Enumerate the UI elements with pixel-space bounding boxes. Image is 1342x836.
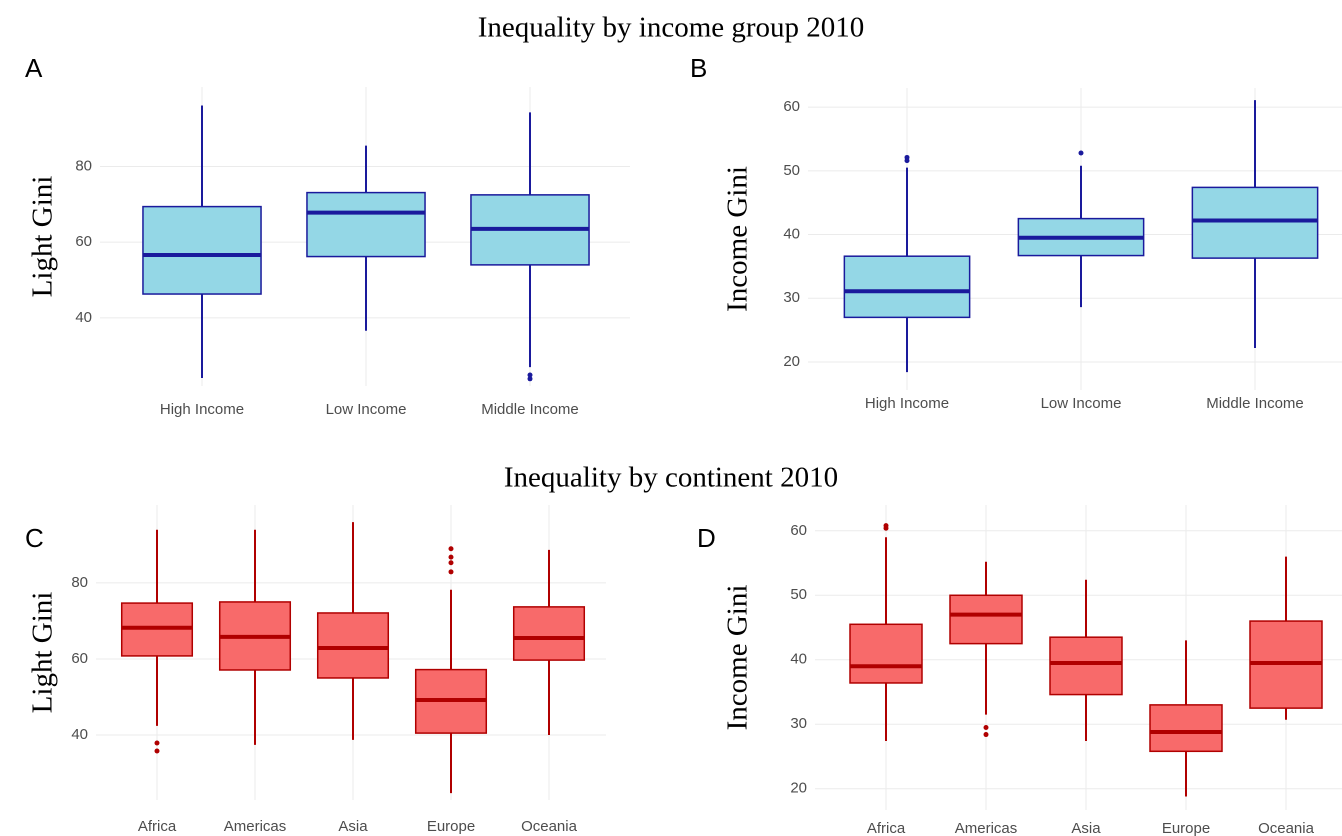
outlier (883, 525, 889, 531)
box (306, 191, 426, 258)
box (843, 255, 971, 319)
y-axis-label: Light Gini (27, 592, 59, 714)
x-tick-label: High Income (865, 395, 949, 412)
box (1149, 704, 1223, 753)
y-tick-label: 40 (75, 309, 92, 326)
x-tick-label: Americas (955, 820, 1018, 836)
y-axis-label: Light Gini (27, 176, 59, 298)
box (949, 594, 1023, 645)
outlier (154, 748, 160, 754)
chart-title: Inequality by income group 2010 (478, 12, 865, 44)
y-tick-label: 40 (790, 651, 807, 668)
y-tick-label: 60 (75, 233, 92, 250)
x-tick-label: Oceania (1258, 820, 1315, 836)
x-tick-label: Asia (338, 818, 368, 835)
outlier (527, 372, 533, 378)
y-tick-label: 30 (790, 715, 807, 732)
x-tick-label: Europe (427, 818, 475, 835)
outlier (448, 554, 454, 560)
y-tick-label: 20 (783, 353, 800, 370)
x-tick-label: Africa (138, 818, 177, 835)
y-tick-label: 60 (783, 98, 800, 115)
outlier (983, 732, 989, 738)
y-tick-label: 50 (783, 162, 800, 179)
box (849, 623, 923, 684)
panel-label: D (697, 523, 716, 553)
y-tick-label: 80 (75, 157, 92, 174)
outlier (904, 158, 910, 164)
x-tick-label: Oceania (521, 818, 578, 835)
x-tick-label: Middle Income (1206, 395, 1304, 412)
y-tick-label: 40 (783, 226, 800, 243)
y-axis-label: Income Gini (722, 585, 754, 731)
y-tick-label: 40 (71, 726, 88, 743)
x-tick-label: Europe (1162, 820, 1210, 836)
outlier (1078, 150, 1084, 156)
box (1191, 186, 1319, 259)
outlier (983, 724, 989, 730)
x-tick-label: High Income (160, 401, 244, 418)
panel-label: C (25, 523, 44, 553)
x-tick-label: Middle Income (481, 401, 579, 418)
outlier (154, 740, 160, 746)
y-tick-label: 50 (790, 586, 807, 603)
x-tick-label: Americas (224, 818, 287, 835)
y-tick-label: 30 (783, 289, 800, 306)
y-axis-label: Income Gini (722, 166, 754, 312)
box (1049, 636, 1123, 696)
outlier (448, 560, 454, 566)
outlier (448, 546, 454, 552)
box (316, 612, 390, 679)
x-tick-label: Asia (1071, 820, 1101, 836)
outlier (527, 376, 533, 382)
outlier (448, 569, 454, 575)
chart-title: Inequality by continent 2010 (504, 462, 838, 494)
panel-label: A (25, 53, 43, 83)
x-tick-label: Low Income (326, 401, 407, 418)
box (512, 606, 586, 661)
x-tick-label: Low Income (1041, 395, 1122, 412)
y-tick-label: 80 (71, 574, 88, 591)
y-tick-label: 60 (71, 650, 88, 667)
x-tick-label: Africa (867, 820, 906, 836)
y-tick-label: 20 (790, 780, 807, 797)
y-tick-label: 60 (790, 522, 807, 539)
panel-label: B (690, 53, 707, 83)
box (142, 205, 262, 295)
